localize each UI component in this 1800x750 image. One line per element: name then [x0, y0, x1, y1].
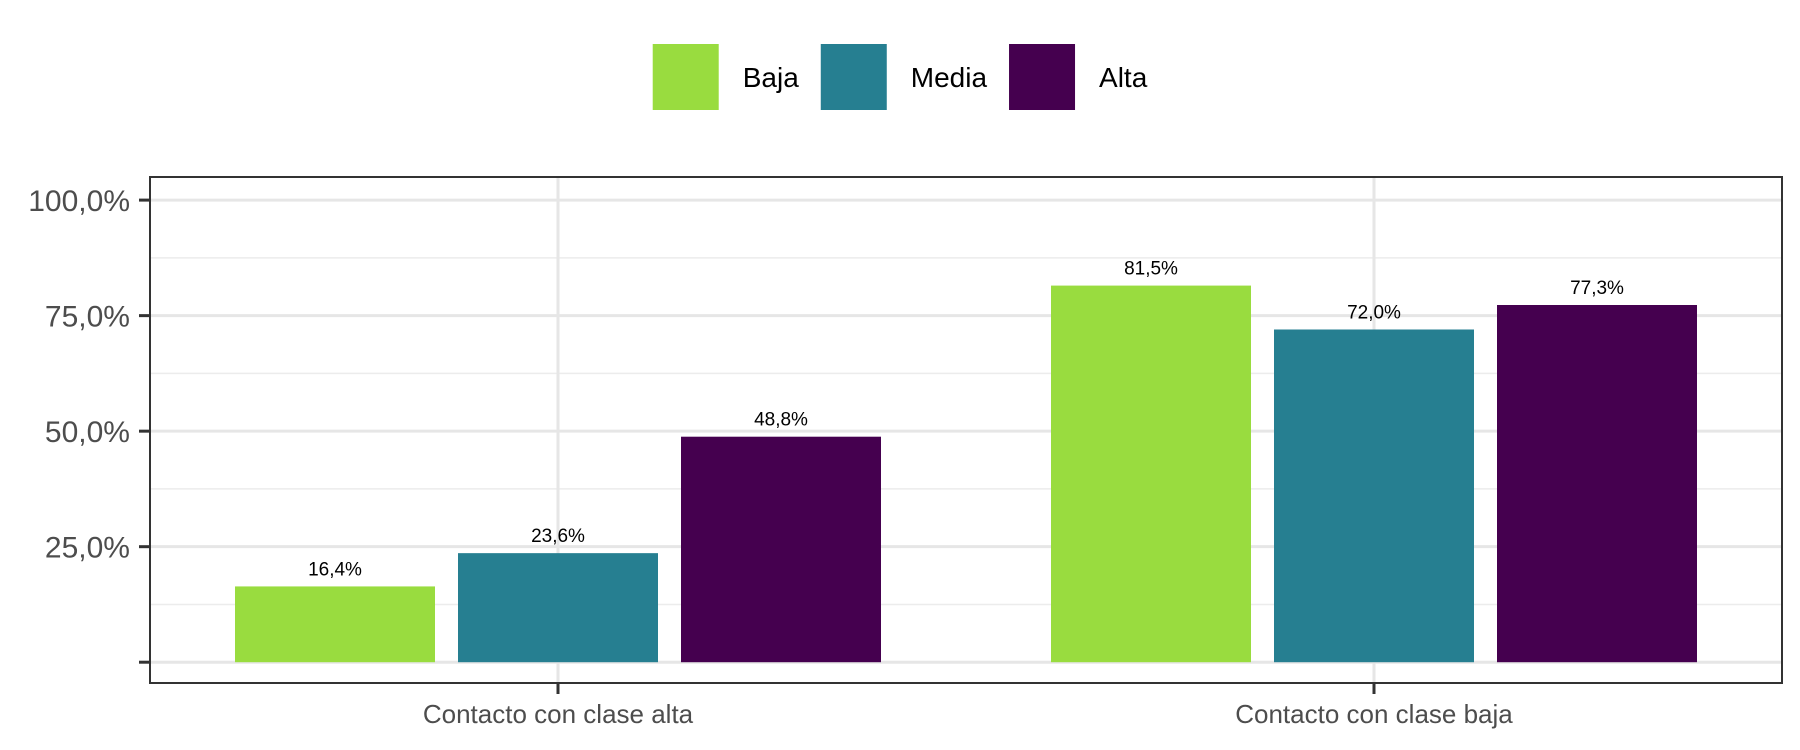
- bar-media: [458, 553, 658, 663]
- x-tick-label: Contacto con clase alta: [423, 699, 694, 729]
- legend-key-media: [820, 44, 887, 110]
- y-axis: 25,0% 50,0% 75,0% 100,0%: [28, 185, 150, 664]
- data-labels: 16,4% 23,6% 48,8% 81,5% 72,0% 77,3%: [308, 259, 1624, 581]
- y-tick-label: 100,0%: [28, 185, 130, 218]
- data-label: 72,0%: [1347, 302, 1401, 323]
- data-label: 16,4%: [308, 559, 362, 580]
- data-label: 81,5%: [1124, 259, 1178, 280]
- legend: Baja Media Alta: [652, 44, 1148, 110]
- data-label: 23,6%: [531, 526, 585, 547]
- bar-alta: [1497, 305, 1697, 663]
- bar-baja: [235, 586, 435, 663]
- legend-key-baja: [652, 44, 719, 110]
- y-tick-label: 50,0%: [45, 416, 130, 449]
- bar-media: [1274, 329, 1474, 663]
- legend-label: Media: [911, 62, 988, 93]
- legend-label: Baja: [743, 62, 799, 93]
- data-label: 48,8%: [754, 410, 808, 431]
- x-tick-label: Contacto con clase baja: [1235, 699, 1513, 729]
- bar-alta: [681, 436, 881, 663]
- bar-baja: [1051, 285, 1251, 663]
- data-label: 77,3%: [1570, 278, 1624, 299]
- bars: [235, 285, 1697, 663]
- legend-key-alta: [1009, 44, 1076, 110]
- x-axis: Contacto con clase alta Contacto con clas…: [423, 683, 1513, 729]
- legend-label: Alta: [1099, 62, 1148, 93]
- y-tick-label: 25,0%: [45, 532, 130, 565]
- y-tick-label: 75,0%: [45, 301, 130, 334]
